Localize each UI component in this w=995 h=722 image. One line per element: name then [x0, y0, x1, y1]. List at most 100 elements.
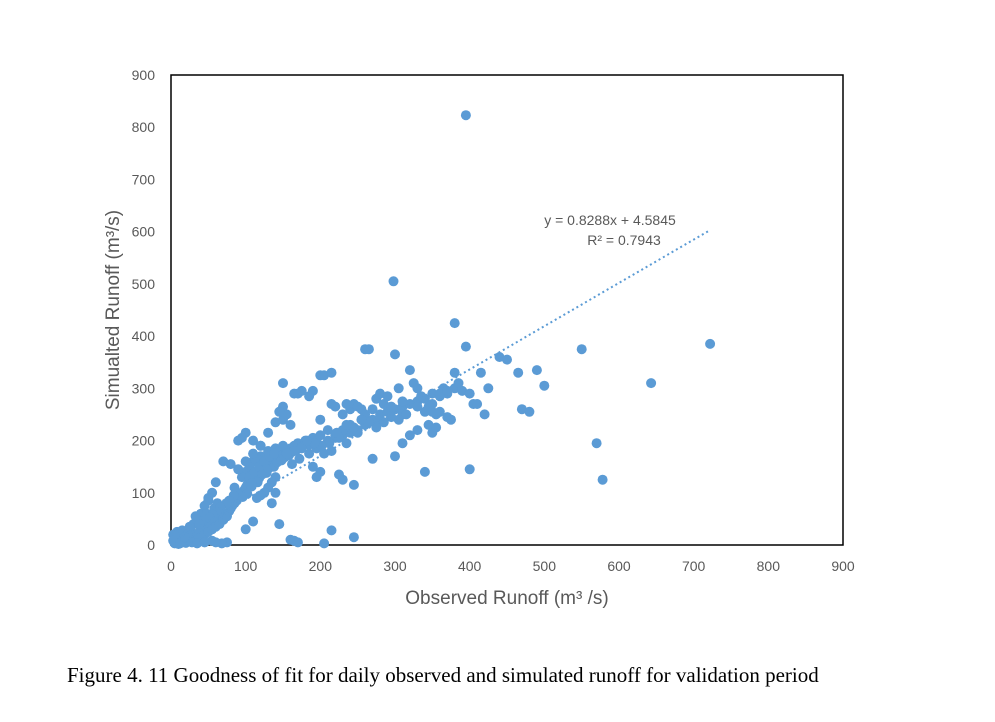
plot-area-frame: [170, 74, 844, 546]
data-point: [311, 472, 322, 483]
data-point: [442, 385, 453, 396]
data-point: [386, 412, 397, 423]
data-point: [301, 435, 312, 446]
data-point: [412, 401, 423, 412]
data-point: [330, 401, 341, 412]
data-point: [483, 383, 494, 394]
data-point: [348, 479, 359, 490]
trendline-r-squared: R² = 0.7943: [587, 232, 661, 248]
data-point: [341, 438, 352, 449]
data-point: [233, 464, 244, 475]
y-tick-label: 900: [132, 67, 156, 83]
data-point: [348, 532, 359, 543]
data-point: [423, 419, 434, 430]
data-point: [287, 459, 297, 470]
data-point: [464, 464, 475, 475]
x-tick-label: 300: [383, 558, 407, 574]
y-tick-label: 700: [132, 171, 156, 187]
data-point: [251, 493, 262, 503]
data-point: [337, 409, 348, 420]
data-point: [334, 469, 344, 480]
data-point: [460, 341, 471, 352]
y-tick-label: 400: [132, 328, 156, 344]
y-tick-label: 800: [132, 119, 156, 135]
data-point: [274, 406, 285, 417]
data-point: [356, 414, 367, 425]
data-point: [326, 525, 337, 536]
data-point: [248, 448, 259, 459]
data-point: [274, 519, 285, 530]
data-point: [388, 276, 399, 287]
data-point: [199, 537, 210, 548]
y-tick-label: 0: [147, 537, 155, 553]
data-point: [304, 448, 315, 459]
trendline: [177, 230, 710, 540]
data-point: [390, 451, 400, 462]
data-point: [457, 385, 468, 396]
data-point: [412, 383, 423, 394]
data-point: [263, 427, 274, 438]
data-point: [449, 318, 460, 329]
data-point: [246, 478, 257, 489]
data-point: [449, 367, 460, 378]
data-point: [363, 344, 374, 355]
data-point: [210, 477, 221, 488]
data-point: [240, 456, 251, 467]
y-tick-label: 600: [132, 224, 156, 240]
data-point: [289, 446, 300, 456]
data-point: [270, 417, 281, 428]
data-point: [281, 448, 292, 459]
x-tick-label: 500: [533, 558, 557, 574]
data-points: [168, 110, 716, 549]
x-tick-label: 700: [682, 558, 706, 574]
data-point: [404, 365, 415, 376]
data-point: [591, 438, 602, 449]
data-point: [397, 396, 408, 407]
data-point: [404, 430, 415, 441]
data-point: [427, 406, 438, 417]
data-point: [319, 538, 330, 549]
x-tick-label: 800: [757, 558, 781, 574]
data-point: [472, 399, 483, 409]
data-point: [516, 404, 527, 415]
data-point: [431, 422, 442, 433]
data-point: [390, 349, 400, 360]
data-point: [296, 385, 307, 396]
data-point: [255, 440, 266, 451]
y-axis-title: Simualted Runoff (m³/s): [103, 210, 124, 410]
data-point: [531, 365, 542, 376]
trendline-equation: y = 0.8288x + 4.5845: [544, 212, 676, 228]
x-tick-label: 100: [234, 558, 258, 574]
data-point: [285, 419, 296, 430]
data-point: [475, 367, 486, 378]
x-axis-title: Observed Runoff (m³ /s): [405, 588, 608, 609]
data-point: [341, 419, 352, 430]
data-point: [203, 495, 214, 506]
data-point: [412, 425, 423, 436]
data-point: [524, 406, 535, 417]
data-point: [304, 391, 315, 402]
data-point: [539, 380, 550, 391]
data-point: [192, 538, 203, 549]
data-point: [367, 453, 378, 464]
x-tick-label: 0: [167, 558, 175, 574]
figure-caption: Figure 4. 11 Goodness of fit for daily o…: [67, 663, 819, 687]
y-tick-labels: 0 100 200 300 400 500 600 700 800 900: [132, 67, 156, 553]
data-point: [382, 391, 393, 402]
x-tick-label: 400: [458, 558, 482, 574]
data-point: [427, 388, 438, 399]
data-point: [453, 378, 464, 389]
x-tick-label: 900: [831, 558, 855, 574]
data-point: [597, 474, 608, 485]
data-point: [419, 466, 430, 477]
data-point: [204, 512, 215, 523]
data-point: [190, 511, 201, 522]
data-point: [278, 440, 288, 451]
data-point: [207, 535, 218, 546]
data-point: [296, 443, 307, 454]
data-point: [326, 367, 337, 378]
data-point: [397, 438, 408, 449]
data-point: [442, 412, 453, 423]
data-point: [705, 338, 716, 349]
